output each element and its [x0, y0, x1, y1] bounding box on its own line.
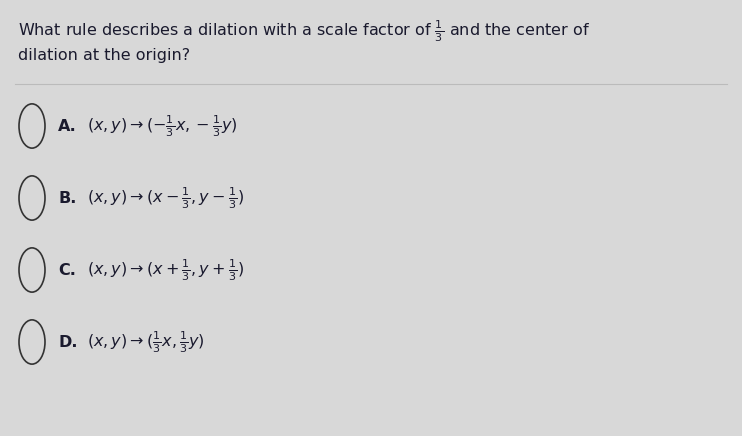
Text: C.: C. — [58, 262, 76, 277]
Text: $(x,y) \rightarrow (\frac{1}{3}x,\frac{1}{3}y)$: $(x,y) \rightarrow (\frac{1}{3}x,\frac{1… — [87, 329, 205, 355]
Text: $(x,y) \rightarrow (-\frac{1}{3}x,-\frac{1}{3}y)$: $(x,y) \rightarrow (-\frac{1}{3}x,-\frac… — [87, 113, 238, 139]
Text: dilation at the origin?: dilation at the origin? — [18, 48, 190, 63]
Text: $(x,y) \rightarrow (x-\frac{1}{3},y-\frac{1}{3})$: $(x,y) \rightarrow (x-\frac{1}{3},y-\fra… — [87, 185, 244, 211]
Text: $(x,y) \rightarrow (x+\frac{1}{3},y+\frac{1}{3})$: $(x,y) \rightarrow (x+\frac{1}{3},y+\fra… — [87, 257, 244, 283]
Text: What rule describes a dilation with a scale factor of $\frac{1}{3}$ and the cent: What rule describes a dilation with a sc… — [18, 18, 590, 44]
Text: B.: B. — [58, 191, 76, 205]
Text: A.: A. — [58, 119, 76, 133]
Text: D.: D. — [58, 334, 77, 350]
